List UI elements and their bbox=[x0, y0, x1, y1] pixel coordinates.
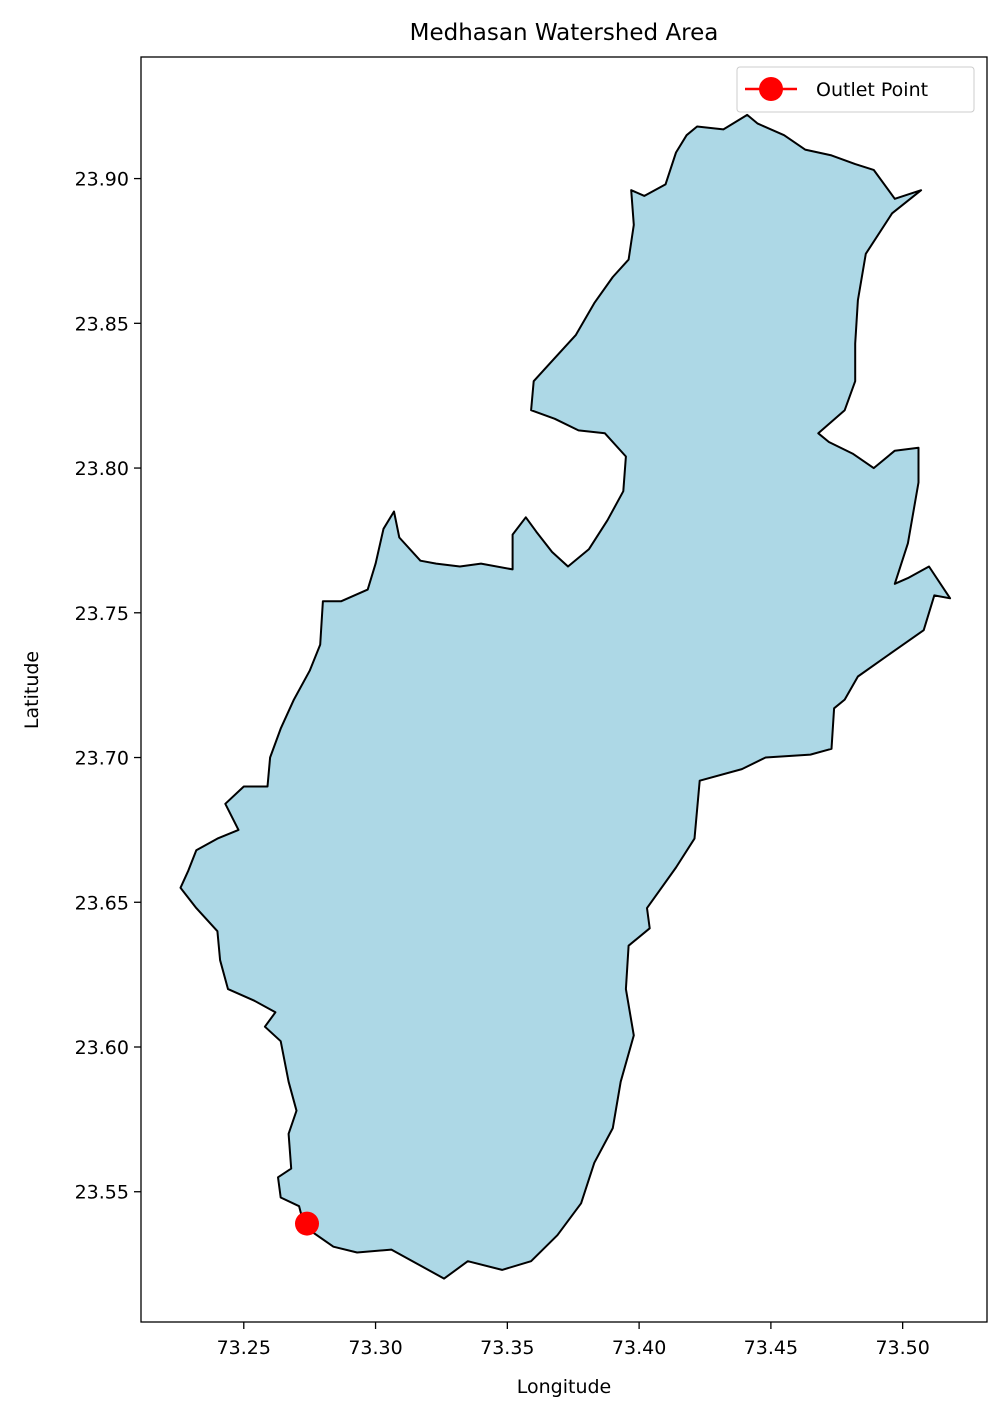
y-tick-label: 23.75 bbox=[75, 603, 129, 625]
x-tick-label: 73.50 bbox=[875, 1337, 929, 1359]
legend: Outlet Point bbox=[736, 66, 975, 113]
y-axis-label: Latitude bbox=[21, 651, 43, 729]
y-tick-label: 23.65 bbox=[75, 892, 129, 914]
x-tick-label: 73.30 bbox=[348, 1337, 402, 1359]
watershed-polygon bbox=[179, 113, 952, 1280]
plot-area bbox=[179, 113, 952, 1280]
y-axis-ticks: 23.55 23.60 23.65 23.70 23.75 23.80 23.85 23.90 bbox=[75, 169, 141, 1204]
legend-marker bbox=[759, 77, 783, 101]
x-tick-label: 73.35 bbox=[480, 1337, 534, 1359]
y-tick-label: 23.60 bbox=[75, 1037, 129, 1059]
outlet-point-marker bbox=[295, 1211, 319, 1236]
y-tick-label: 23.70 bbox=[75, 748, 129, 770]
legend-box bbox=[736, 66, 975, 113]
map-title: Medhasan Watershed Area bbox=[410, 20, 719, 46]
y-tick-label: 23.80 bbox=[75, 458, 129, 480]
x-axis-label: Longitude bbox=[517, 1376, 612, 1398]
x-tick-label: 73.25 bbox=[217, 1337, 271, 1359]
y-tick-label: 23.90 bbox=[75, 169, 129, 191]
y-tick-label: 23.85 bbox=[75, 313, 129, 335]
y-tick-label: 23.55 bbox=[75, 1182, 129, 1204]
x-axis-ticks: 73.25 73.30 73.35 73.40 73.45 73.50 bbox=[217, 1322, 930, 1359]
axes-frame bbox=[140, 56, 988, 1323]
x-tick-label: 73.40 bbox=[612, 1337, 666, 1359]
x-tick-label: 73.45 bbox=[744, 1337, 798, 1359]
legend-label: Outlet Point bbox=[816, 79, 928, 101]
